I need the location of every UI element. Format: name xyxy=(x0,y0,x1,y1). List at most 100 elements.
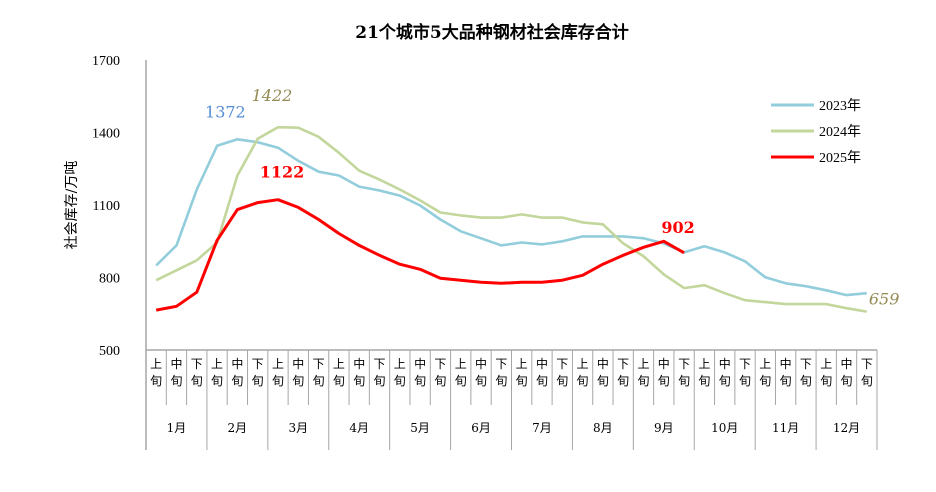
month-label: 10月 xyxy=(711,421,738,435)
x-tick-label: 下旬 xyxy=(556,357,568,388)
svg-text:旬: 旬 xyxy=(719,374,731,388)
x-tick-label: 中旬 xyxy=(597,356,609,388)
svg-text:上: 上 xyxy=(698,357,710,371)
svg-text:中: 中 xyxy=(353,356,365,371)
month-label: 6月 xyxy=(471,421,491,435)
svg-text:下: 下 xyxy=(252,357,264,371)
svg-text:旬: 旬 xyxy=(434,374,446,388)
x-tick-label: 中旬 xyxy=(170,356,182,388)
legend-item: 2023年 xyxy=(771,98,861,114)
svg-text:旬: 旬 xyxy=(556,374,568,388)
x-tick-label: 上旬 xyxy=(333,357,345,388)
svg-text:上: 上 xyxy=(516,357,528,371)
svg-text:下: 下 xyxy=(800,357,812,371)
chart-title: 21个城市5大品种钢材社会库存合计 xyxy=(355,22,629,43)
month-label: 3月 xyxy=(288,421,308,435)
x-tick-label: 下旬 xyxy=(252,357,264,388)
svg-text:中: 中 xyxy=(231,356,243,371)
x-tick-label: 上旬 xyxy=(394,357,406,388)
svg-text:旬: 旬 xyxy=(170,374,182,388)
svg-text:中: 中 xyxy=(475,356,487,371)
svg-text:旬: 旬 xyxy=(292,374,304,388)
month-label: 2月 xyxy=(228,421,248,435)
y-tick-label: 500 xyxy=(99,344,120,359)
svg-text:上: 上 xyxy=(211,357,223,371)
x-tick-label: 中旬 xyxy=(658,356,670,388)
svg-text:中: 中 xyxy=(536,356,548,371)
svg-text:中: 中 xyxy=(658,356,670,371)
svg-text:下: 下 xyxy=(434,357,446,371)
svg-text:旬: 旬 xyxy=(861,374,873,388)
svg-text:旬: 旬 xyxy=(313,374,325,388)
svg-text:下: 下 xyxy=(495,357,507,371)
month-label: 8月 xyxy=(593,421,613,435)
svg-text:下: 下 xyxy=(556,357,568,371)
svg-text:上: 上 xyxy=(637,357,649,371)
svg-text:旬: 旬 xyxy=(800,374,812,388)
data-label: 1372 xyxy=(205,102,246,121)
svg-text:旬: 旬 xyxy=(637,374,649,388)
svg-text:旬: 旬 xyxy=(577,374,589,388)
svg-text:上: 上 xyxy=(394,357,406,371)
svg-text:旬: 旬 xyxy=(780,374,792,388)
y-tick-label: 800 xyxy=(99,272,120,287)
month-label: 7月 xyxy=(532,421,552,435)
x-tick-label: 上旬 xyxy=(577,357,589,388)
legend-item: 2025年 xyxy=(771,150,861,166)
x-tick-label: 中旬 xyxy=(414,356,426,388)
y-tick-label: 1400 xyxy=(92,127,120,142)
x-tick-label: 上旬 xyxy=(455,357,467,388)
svg-text:下: 下 xyxy=(313,357,325,371)
svg-text:旬: 旬 xyxy=(698,374,710,388)
x-tick-label: 中旬 xyxy=(536,356,548,388)
svg-text:下: 下 xyxy=(191,357,203,371)
month-label: 12月 xyxy=(833,421,860,435)
y-tick-label: 1100 xyxy=(93,199,120,214)
svg-text:旬: 旬 xyxy=(516,374,528,388)
legend-label: 2025年 xyxy=(819,150,861,166)
svg-text:中: 中 xyxy=(170,356,182,371)
svg-text:下: 下 xyxy=(861,357,873,371)
legend-item: 2024年 xyxy=(771,124,861,140)
end-data-label: 902 xyxy=(661,218,694,237)
y-axis-label: 社会库存/万吨 xyxy=(64,161,80,250)
svg-text:中: 中 xyxy=(719,356,731,371)
x-tick-label: 下旬 xyxy=(617,357,629,388)
svg-text:旬: 旬 xyxy=(617,374,629,388)
svg-text:旬: 旬 xyxy=(658,374,670,388)
series-line-2025年 xyxy=(155,198,685,312)
x-tick-label: 下旬 xyxy=(374,357,386,388)
svg-text:旬: 旬 xyxy=(678,374,690,388)
x-tick-label: 下旬 xyxy=(434,357,446,388)
svg-text:旬: 旬 xyxy=(272,374,284,388)
svg-text:中: 中 xyxy=(780,356,792,371)
x-tick-label: 上旬 xyxy=(272,357,284,388)
svg-text:旬: 旬 xyxy=(394,374,406,388)
svg-text:旬: 旬 xyxy=(475,374,487,388)
svg-text:旬: 旬 xyxy=(191,374,203,388)
svg-text:旬: 旬 xyxy=(414,374,426,388)
svg-text:上: 上 xyxy=(150,357,162,371)
x-tick-label: 中旬 xyxy=(353,356,365,388)
month-label: 1月 xyxy=(167,421,187,435)
svg-text:下: 下 xyxy=(617,357,629,371)
svg-text:中: 中 xyxy=(597,356,609,371)
svg-text:中: 中 xyxy=(841,356,853,371)
svg-text:旬: 旬 xyxy=(536,374,548,388)
x-tick-label: 上旬 xyxy=(637,357,649,388)
series-line-2024年 xyxy=(155,125,868,313)
x-tick-label: 下旬 xyxy=(678,357,690,388)
svg-text:上: 上 xyxy=(820,357,832,371)
svg-text:下: 下 xyxy=(678,357,690,371)
month-label: 9月 xyxy=(654,421,674,435)
x-tick-label: 下旬 xyxy=(861,357,873,388)
svg-text:旬: 旬 xyxy=(841,374,853,388)
legend-label: 2024年 xyxy=(819,124,861,140)
x-tick-label: 中旬 xyxy=(719,356,731,388)
svg-text:中: 中 xyxy=(292,356,304,371)
svg-text:上: 上 xyxy=(455,357,467,371)
x-tick-label: 上旬 xyxy=(820,357,832,388)
svg-text:下: 下 xyxy=(739,357,751,371)
svg-text:旬: 旬 xyxy=(333,374,345,388)
